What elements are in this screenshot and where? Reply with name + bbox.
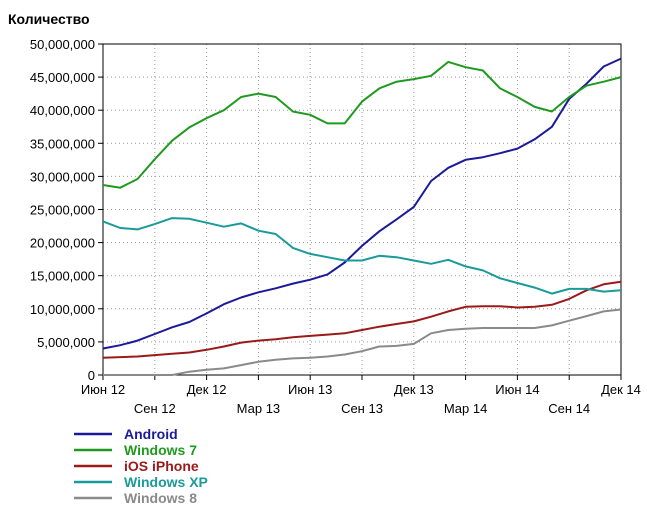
y-tick-label: 30,000,000 — [30, 169, 95, 184]
x-axis-ticks: Июн 12 Сен 12 Дек 12 Мар 13 Июн 13 Сен 13 Дек … — [81, 375, 641, 416]
y-tick-label: 10,000,000 — [30, 302, 95, 317]
y-tick-label: 25,000,000 — [30, 203, 95, 218]
plot-area — [102, 43, 622, 376]
x-tick-label: Мар 13 — [237, 401, 281, 416]
y-tick-label: 45,000,000 — [30, 70, 95, 85]
x-tick-label: Сен 12 — [134, 401, 176, 416]
legend-label: Android — [124, 426, 178, 442]
legend-label: iOS iPhone — [124, 458, 199, 474]
y-tick-label: 50,000,000 — [30, 37, 95, 52]
series-lines — [102, 57, 622, 376]
y-axis-ticks: 0 5,000,000 10,000,000 15,000,000 20,000,000… — [30, 37, 103, 383]
x-tick-label: Дек 14 — [601, 382, 641, 397]
x-tick-label: Июн 14 — [495, 382, 539, 397]
y-tick-label: 15,000,000 — [30, 269, 95, 284]
y-axis-label: Количество — [8, 11, 90, 27]
legend-label: Windows XP — [124, 474, 208, 490]
x-tick-label: Июн 12 — [81, 382, 125, 397]
y-tick-label: 5,000,000 — [37, 335, 95, 350]
x-tick-label: Июн 13 — [288, 382, 332, 397]
x-tick-label: Дек 13 — [394, 382, 434, 397]
x-tick-label: Дек 12 — [187, 382, 227, 397]
series-line-android — [102, 57, 622, 350]
y-tick-label: 35,000,000 — [30, 136, 95, 151]
x-tick-label: Мар 14 — [444, 401, 488, 416]
series-line-windows-8 — [103, 308, 622, 376]
x-tick-label: Сен 13 — [341, 401, 383, 416]
x-tick-label: Сен 14 — [548, 401, 590, 416]
legend-label: Windows 7 — [124, 442, 197, 458]
y-tick-label: 20,000,000 — [30, 236, 95, 251]
series-line-windows-7 — [102, 60, 622, 189]
y-tick-label: 40,000,000 — [30, 103, 95, 118]
series-line-windows-xp — [102, 217, 622, 295]
y-tick-label: 0 — [88, 368, 95, 383]
series-line-ios-iphone — [102, 280, 622, 359]
legend-label: Windows 8 — [124, 490, 197, 506]
